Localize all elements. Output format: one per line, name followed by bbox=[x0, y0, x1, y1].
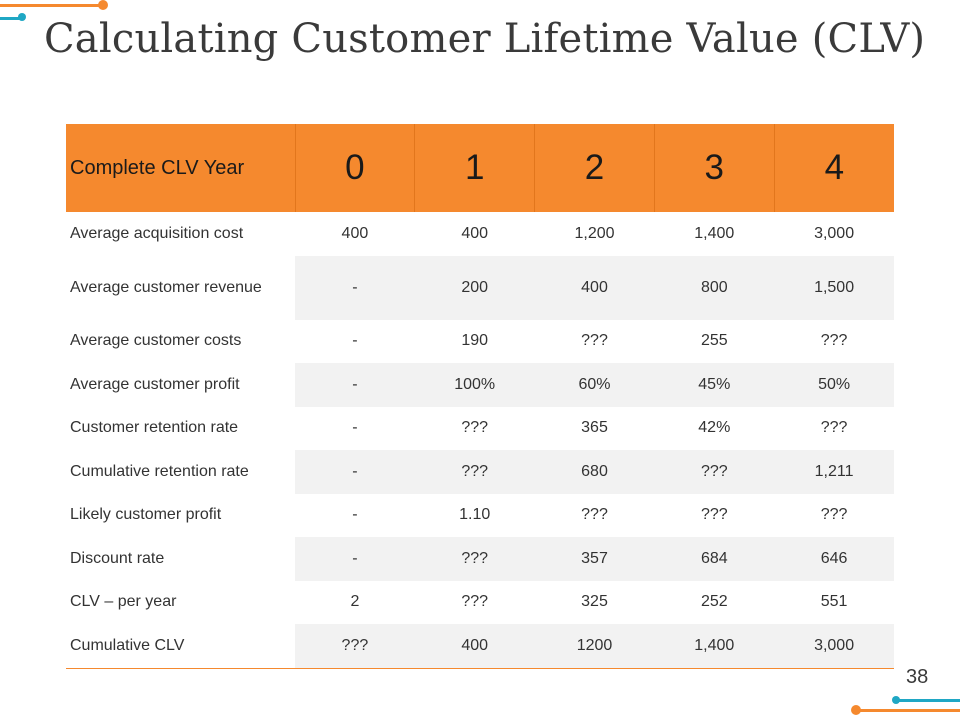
table-cell: 1.10 bbox=[459, 506, 491, 524]
table-cell: 200 bbox=[414, 255, 535, 320]
table-cell: ??? bbox=[414, 537, 535, 581]
row-label: Average customer revenue bbox=[70, 278, 262, 296]
table-cell: ??? bbox=[581, 332, 608, 350]
table-row: Discount rate - ??? 357 684 646 bbox=[66, 537, 894, 581]
table-cell: - bbox=[295, 363, 415, 407]
year-header: 1 bbox=[414, 124, 536, 212]
table-cell: 60% bbox=[534, 363, 655, 407]
table-cell: 1,211 bbox=[774, 450, 894, 494]
page-number: 38 bbox=[906, 666, 929, 688]
bottom-orange-dot bbox=[851, 705, 861, 715]
table-header-row: Complete CLV Year 0 1 2 3 4 bbox=[66, 124, 894, 212]
table-cell: 646 bbox=[774, 537, 894, 581]
table-row: Average customer profit - 100% 60% 45% 5… bbox=[66, 363, 894, 407]
top-teal-dot bbox=[18, 13, 26, 21]
table-cell: 3,000 bbox=[814, 224, 855, 242]
table-cell: 42% bbox=[698, 419, 731, 437]
table-cell: ??? bbox=[461, 593, 489, 611]
row-label: Cumulative CLV bbox=[66, 624, 295, 669]
table-cell: 45% bbox=[654, 363, 775, 407]
table-cell: - bbox=[352, 506, 358, 524]
table-cell: 50% bbox=[774, 363, 894, 407]
row-label: Average customer profit bbox=[70, 375, 240, 393]
table-cell: 357 bbox=[534, 537, 655, 581]
table-cell: ??? bbox=[461, 419, 489, 437]
bottom-orange-line bbox=[858, 709, 960, 712]
table-row: Customer retention rate - ??? 365 42% ??… bbox=[66, 407, 894, 451]
table-cell: ??? bbox=[581, 506, 608, 524]
table-cell: - bbox=[352, 332, 358, 350]
table-cell: - bbox=[295, 450, 415, 494]
table-cell: 800 bbox=[654, 255, 775, 320]
row-label: Average customer costs bbox=[70, 332, 242, 350]
table-cell: 190 bbox=[461, 332, 489, 350]
row-label: Discount rate bbox=[70, 549, 165, 567]
table-cell: ??? bbox=[700, 506, 728, 524]
table-cell: ??? bbox=[295, 624, 415, 669]
table-cell: ??? bbox=[654, 450, 775, 494]
table-cell: 3,000 bbox=[774, 624, 894, 669]
row-label: Customer retention rate bbox=[70, 419, 239, 437]
table-cell: 252 bbox=[700, 593, 728, 611]
row-label: Average acquisition cost bbox=[70, 224, 244, 242]
table-cell: 1,400 bbox=[654, 624, 775, 669]
table-row: Average customer revenue - 200 400 800 1… bbox=[66, 255, 894, 320]
row-label: CLV – per year bbox=[70, 593, 177, 611]
table-cell: - bbox=[295, 537, 415, 581]
row-label: Cumulative retention rate bbox=[70, 462, 249, 480]
table-row: Average customer costs - 190 ??? 255 ??? bbox=[66, 320, 894, 364]
table-cell: 100% bbox=[414, 363, 535, 407]
table-cell: 2 bbox=[350, 593, 360, 611]
year-header: 4 bbox=[774, 124, 894, 212]
top-orange-dot bbox=[98, 0, 108, 10]
table-cell: 1200 bbox=[534, 624, 655, 669]
table-cell: 1,200 bbox=[574, 224, 615, 242]
table-cell: - bbox=[352, 419, 358, 437]
table-cell: 1,400 bbox=[694, 224, 735, 242]
table-cell: 400 bbox=[534, 255, 655, 320]
table-cell: 400 bbox=[461, 224, 489, 242]
table-cell: ??? bbox=[414, 450, 535, 494]
table-cell: - bbox=[295, 255, 415, 320]
header-label: Complete CLV Year bbox=[66, 124, 296, 212]
table-cell: ??? bbox=[820, 506, 848, 524]
table-cell: 680 bbox=[534, 450, 655, 494]
clv-table: Complete CLV Year 0 1 2 3 4 Average acqu… bbox=[66, 124, 894, 669]
bottom-teal-line bbox=[898, 699, 960, 702]
bottom-teal-dot bbox=[892, 696, 900, 704]
table-cell: ??? bbox=[820, 332, 848, 350]
table-cell: 551 bbox=[820, 593, 848, 611]
table-row: Cumulative CLV ??? 400 1200 1,400 3,000 bbox=[66, 624, 894, 669]
table-row: CLV – per year 2 ??? 325 252 551 bbox=[66, 581, 894, 625]
row-label: Likely customer profit bbox=[70, 506, 222, 524]
top-orange-line bbox=[0, 4, 102, 7]
table-row: Cumulative retention rate - ??? 680 ??? … bbox=[66, 450, 894, 494]
table-cell: 325 bbox=[581, 593, 608, 611]
table-cell: 400 bbox=[414, 624, 535, 669]
table-cell: ??? bbox=[820, 419, 848, 437]
year-header: 0 bbox=[295, 124, 416, 212]
table-cell: 400 bbox=[341, 224, 369, 242]
top-teal-line bbox=[0, 17, 22, 20]
table-cell: 1,500 bbox=[774, 255, 894, 320]
year-header: 2 bbox=[534, 124, 655, 212]
year-header: 3 bbox=[654, 124, 775, 212]
table-row: Likely customer profit - 1.10 ??? ??? ??… bbox=[66, 494, 894, 538]
slide-title: Calculating Customer Lifetime Value (CLV… bbox=[44, 16, 926, 62]
table-row: Average acquisition cost 400 400 1,200 1… bbox=[66, 212, 894, 256]
table-cell: 365 bbox=[581, 419, 608, 437]
table-cell: 255 bbox=[700, 332, 728, 350]
table-cell: 684 bbox=[654, 537, 775, 581]
